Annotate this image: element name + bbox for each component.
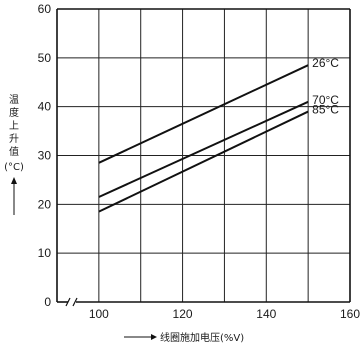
plot-frame	[56, 8, 351, 307]
series-label-2: 85°C	[312, 103, 339, 117]
axis-break-mark-1	[65, 297, 71, 307]
x-axis-label-arrow-head	[151, 334, 157, 340]
series-label-1: 70°C	[312, 93, 339, 107]
y-tick-label-0: 0	[44, 295, 51, 309]
series-line-0	[98, 64, 309, 164]
x-tick-label-120: 120	[173, 307, 193, 321]
series-line-1	[98, 100, 309, 198]
x-tick-label-140: 140	[256, 307, 276, 321]
y-axis-label-char-0: 温	[9, 94, 19, 106]
x-tick-label-160: 160	[340, 307, 360, 321]
series-label-0: 26°C	[312, 56, 339, 70]
y-tick-label-60: 60	[38, 2, 52, 16]
series-line-2	[98, 110, 309, 213]
y-axis-label-char-4: 值	[9, 145, 19, 158]
axis-break-mark-2	[72, 297, 78, 307]
y-axis-label-arrow-head	[11, 177, 17, 184]
y-axis-label-char-1: 度	[9, 106, 19, 119]
y-tick-label-40: 40	[38, 100, 52, 114]
y-tick-label-10: 10	[38, 246, 52, 260]
series-labels: 26°C 70°C85°C	[312, 56, 339, 116]
x-tick-label-100: 100	[89, 307, 109, 321]
x-axis-label: 线圈施加电压(%V)	[124, 331, 244, 344]
grid	[57, 9, 350, 302]
tick-labels: 0 10 20 30 40 50 60 100 120 140 160	[38, 2, 360, 321]
y-axis-label-char-3: 升	[9, 133, 19, 145]
y-tick-label-20: 20	[38, 197, 52, 211]
y-tick-label-30: 30	[38, 149, 52, 163]
y-axis-label-char-2: 上	[9, 120, 19, 132]
y-axis-label-unit: (°C)	[4, 162, 24, 173]
series-lines	[98, 64, 309, 213]
y-tick-label-50: 50	[38, 51, 52, 65]
x-axis-label: 线圈施加电压(%V)	[160, 331, 244, 344]
